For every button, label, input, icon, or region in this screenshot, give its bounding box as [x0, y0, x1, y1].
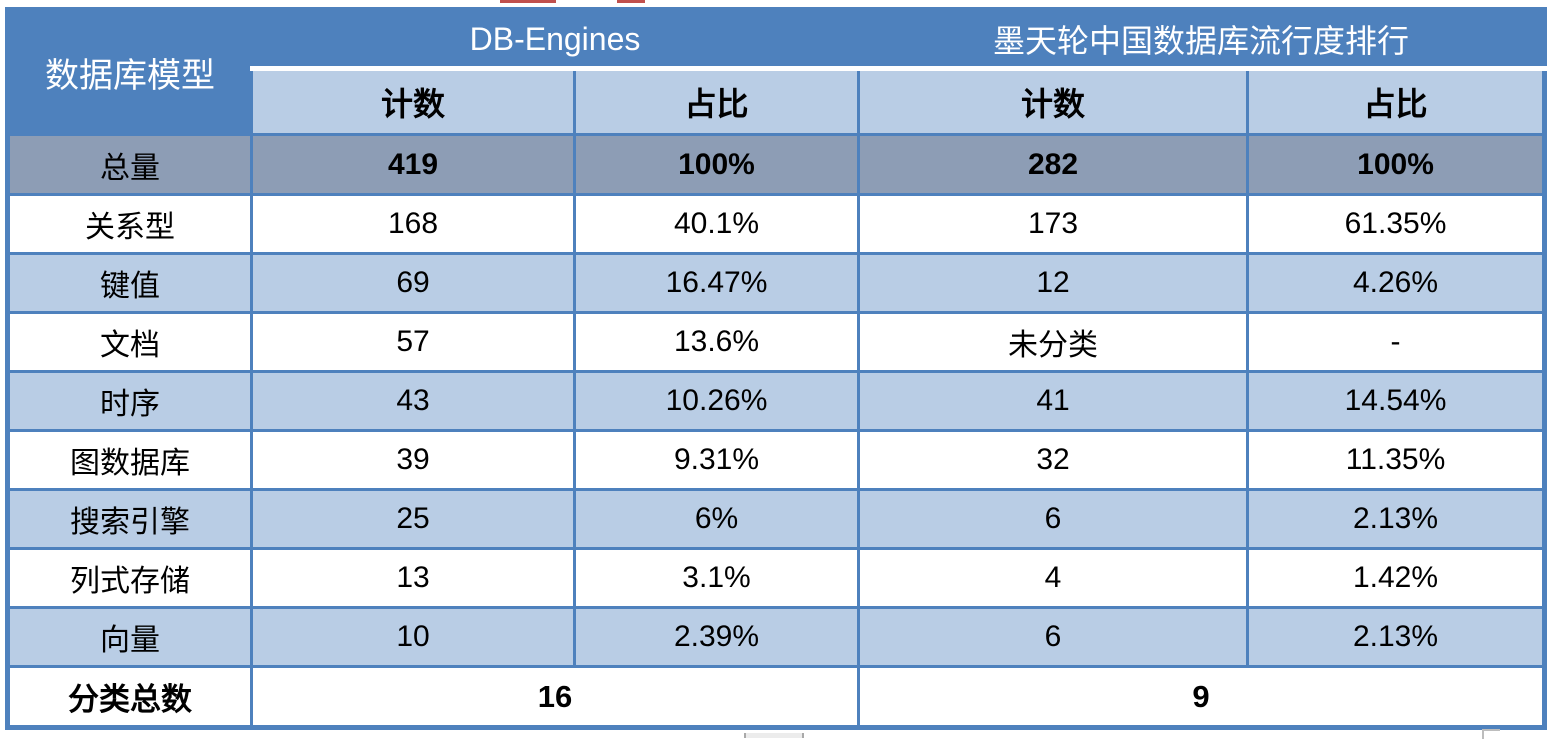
cell-value: 2.13% [1245, 488, 1547, 550]
cell-value: 2.13% [1245, 606, 1547, 668]
cropped-red-annotation-fragment [500, 0, 556, 3]
cell-value: 32 [857, 429, 1249, 491]
cell-value: 100% [573, 133, 860, 196]
group-header-modb: 墨天轮中国数据库流行度排行 [856, 8, 1547, 71]
row-label: 向量 [6, 606, 253, 668]
cell-value: 43 [250, 370, 576, 432]
cell-value: 10.26% [573, 370, 860, 432]
cell-value: 4.26% [1245, 252, 1547, 314]
row-label: 总量 [6, 133, 253, 196]
cell-value: 1.42% [1245, 547, 1547, 609]
cell-value: 未分类 [857, 311, 1249, 373]
cell-value: 6 [857, 488, 1249, 550]
cell-value: 282 [857, 133, 1249, 196]
subheader-modb-count: 计数 [857, 66, 1249, 136]
cell-db-engines-category-total: 16 [250, 665, 860, 729]
cell-value: 25 [250, 488, 576, 550]
table-row: 搜索引擎 25 6% 6 2.13% [6, 488, 1547, 550]
cell-value: 57 [250, 311, 576, 373]
cell-value: 4 [857, 547, 1249, 609]
subheader-db-engines-share: 占比 [573, 66, 860, 136]
table-row-category-totals: 分类总数 16 9 [6, 665, 1547, 729]
cell-value: 13.6% [573, 311, 860, 373]
row-label: 时序 [6, 370, 253, 432]
cell-value: 14.54% [1245, 370, 1547, 432]
header-row-subcolumns: 计数 占比 计数 占比 [8, 66, 1547, 136]
table-row-total: 总量 419 100% 282 100% [6, 133, 1547, 196]
table-row: 列式存储 13 3.1% 4 1.42% [6, 547, 1547, 609]
cell-value: 10 [250, 606, 576, 668]
cell-value: 40.1% [573, 193, 860, 255]
row-label: 关系型 [6, 193, 253, 255]
corner-header-database-model: 数据库模型 [6, 8, 253, 136]
cell-value: 13 [250, 547, 576, 609]
table-row: 向量 10 2.39% 6 2.13% [6, 606, 1547, 668]
cell-value: 11.35% [1245, 429, 1547, 491]
header-row-groups: 数据库模型 DB-Engines 墨天轮中国数据库流行度排行 [6, 8, 1547, 136]
table-row: 文档 57 13.6% 未分类 - [6, 311, 1547, 373]
cell-value: 39 [250, 429, 576, 491]
cropped-corner-handle-fragment [1482, 729, 1500, 739]
cell-value: 173 [857, 193, 1249, 255]
row-label: 图数据库 [6, 429, 253, 491]
cropped-scrollbar-fragment [744, 733, 804, 738]
table-row: 时序 43 10.26% 41 14.54% [6, 370, 1547, 432]
cell-value: 2.39% [573, 606, 860, 668]
subheader-db-engines-count: 计数 [250, 66, 576, 136]
cell-value: 3.1% [573, 547, 860, 609]
subheader-modb-share: 占比 [1245, 66, 1547, 136]
row-label: 分类总数 [6, 665, 253, 729]
group-header-db-engines: DB-Engines [250, 8, 860, 71]
cell-value: 61.35% [1245, 193, 1547, 255]
row-label: 列式存储 [6, 547, 253, 609]
cell-value: 6 [857, 606, 1249, 668]
cell-modb-category-total: 9 [856, 665, 1547, 729]
cropped-red-annotation-fragment [617, 0, 645, 3]
database-model-comparison-table: 数据库模型 DB-Engines 墨天轮中国数据库流行度排行 计数 占比 计数 … [5, 7, 1547, 730]
row-label: 键值 [6, 252, 253, 314]
table-row: 关系型 168 40.1% 173 61.35% [6, 193, 1547, 255]
cell-value: 100% [1245, 133, 1547, 196]
cell-value: 16.47% [573, 252, 860, 314]
comparison-table: 数据库模型 DB-Engines 墨天轮中国数据库流行度排行 计数 占比 计数 … [5, 7, 1547, 730]
cell-value: 69 [250, 252, 576, 314]
cell-value: 168 [250, 193, 576, 255]
cell-value: 419 [250, 133, 576, 196]
row-label: 文档 [6, 311, 253, 373]
cell-value: 41 [857, 370, 1249, 432]
cell-value: - [1245, 311, 1547, 373]
cell-value: 12 [857, 252, 1249, 314]
cell-value: 9.31% [573, 429, 860, 491]
table-row: 键值 69 16.47% 12 4.26% [6, 252, 1547, 314]
cell-value: 6% [573, 488, 860, 550]
row-label: 搜索引擎 [6, 488, 253, 550]
table-row: 图数据库 39 9.31% 32 11.35% [6, 429, 1547, 491]
